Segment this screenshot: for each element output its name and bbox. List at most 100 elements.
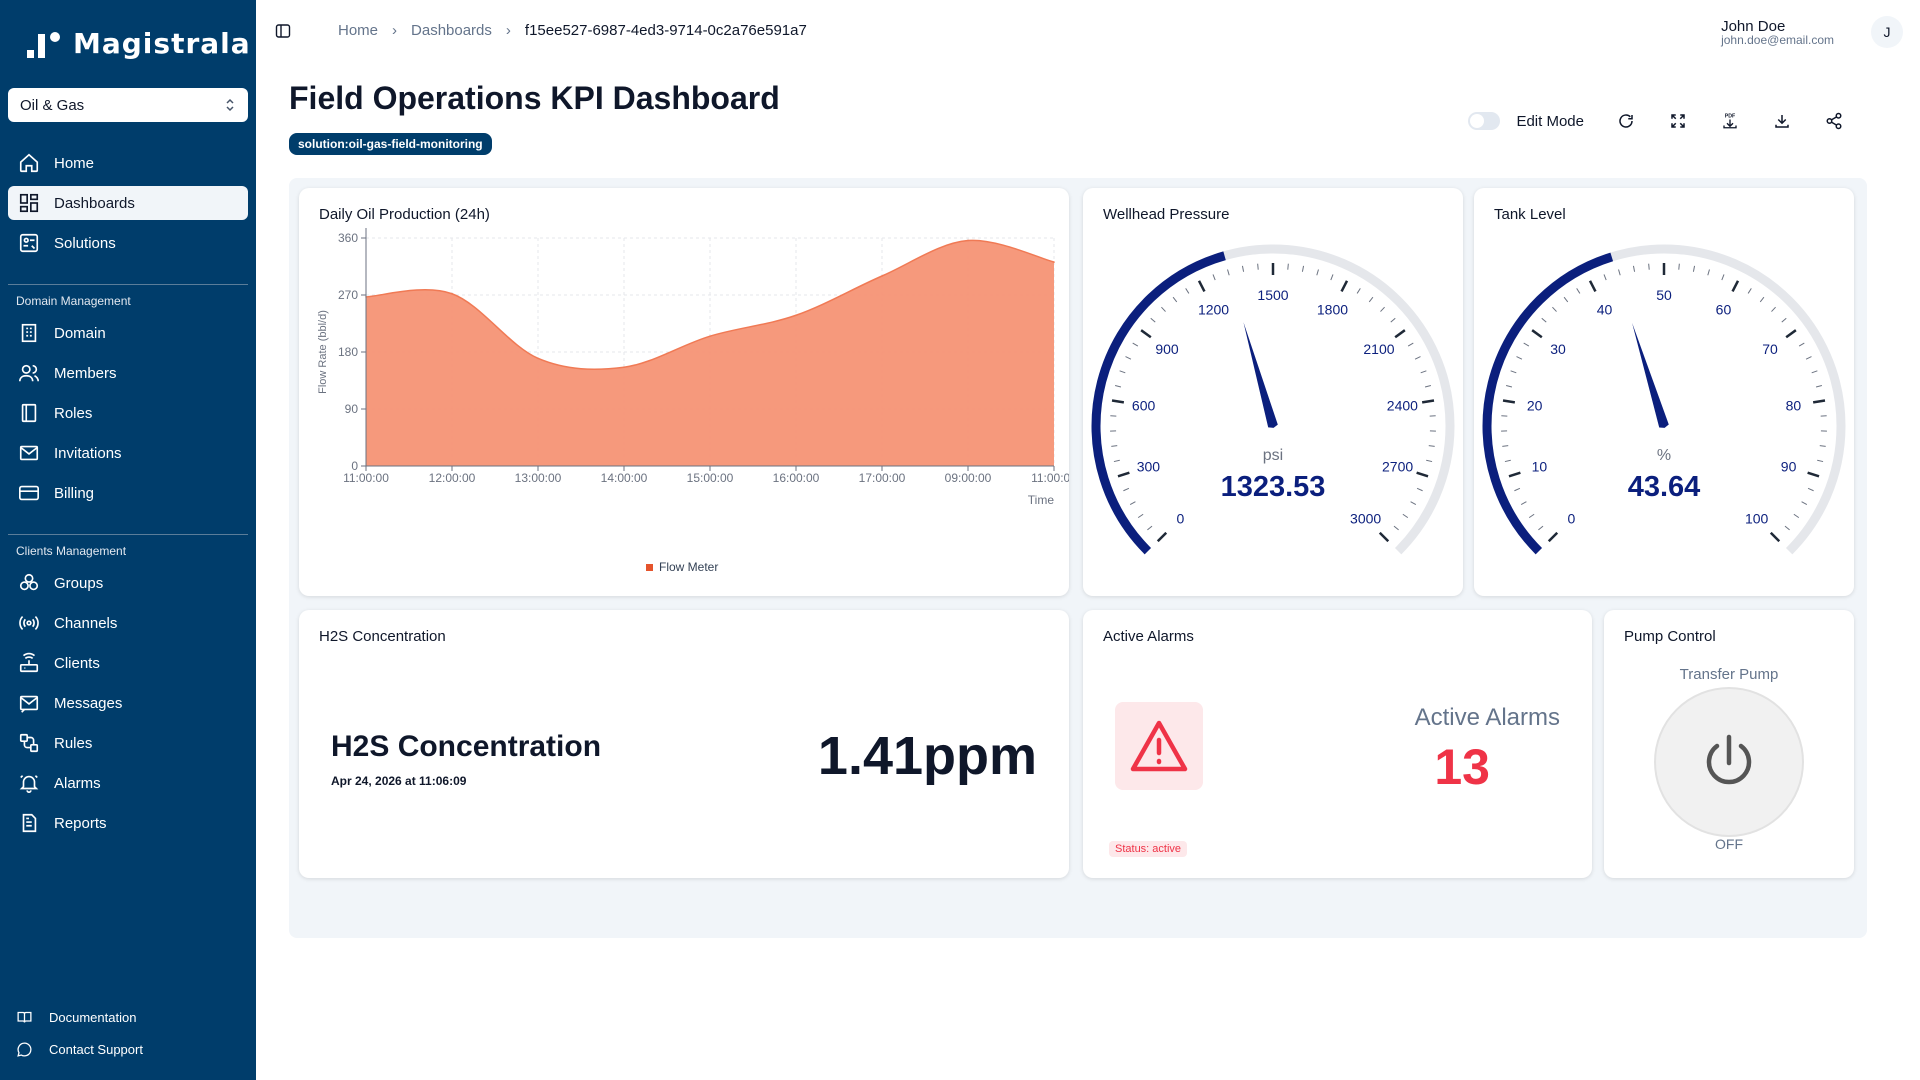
x-tick-label: 12:00:00 [429, 471, 476, 485]
gauge-tick-label: 2700 [1382, 458, 1413, 474]
wellhead-pressure-widget[interactable]: Wellhead Pressure 0 300 600 900 1200 1500 1800… [1083, 188, 1463, 596]
sidebar-item-messages[interactable]: Messages [8, 686, 248, 720]
clients-icon [19, 652, 39, 673]
tank-level-widget[interactable]: Tank Level 0 10 20 30 40 50 60 70 80 90 100% 43.64 [1474, 188, 1854, 596]
y-tick-label: 270 [338, 288, 358, 302]
gauge-tick-label: 50 [1656, 287, 1672, 303]
roles-icon [21, 403, 37, 423]
edit-mode-toggle[interactable] [1468, 112, 1501, 130]
sidebar-documentation-link[interactable]: Documentation [16, 1009, 136, 1026]
sidebar-item-label: Channels [54, 614, 118, 632]
sidebar-item-billing[interactable]: Billing [8, 476, 248, 510]
app-logo[interactable]: Magistrala [27, 27, 251, 60]
chat-icon [17, 1042, 32, 1057]
minor-tick [1227, 269, 1230, 276]
breadcrumb-current: f15ee527-6987-4ed3-9714-0c2a76e591a7 [524, 22, 807, 39]
minor-tick [1147, 525, 1153, 531]
breadcrumb-home[interactable]: Home [338, 22, 379, 39]
major-tick [1812, 399, 1826, 404]
minor-tick [1516, 356, 1523, 360]
sidebar-item-roles[interactable]: Roles [8, 396, 248, 430]
sidebar-item-invitations[interactable]: Invitations [8, 436, 248, 470]
minor-tick [1523, 342, 1530, 347]
h2s-value: 1.41ppm [817, 726, 1037, 786]
y-tick-label: 90 [345, 402, 359, 416]
sidebar-item-solutions[interactable]: Solutions [8, 226, 248, 260]
fullscreen-button[interactable] [1652, 108, 1704, 134]
chevron-right-icon: › [392, 22, 398, 39]
minor-tick [1552, 306, 1557, 312]
status-badge: Status: active [1109, 841, 1188, 857]
minor-tick [1420, 370, 1427, 374]
share-icon [1826, 112, 1842, 130]
rules-icon [19, 733, 39, 753]
download-button[interactable] [1756, 108, 1808, 134]
gauge-tick-label: 1800 [1317, 301, 1348, 317]
minor-tick [1514, 487, 1521, 492]
minor-tick [1393, 525, 1399, 531]
minor-tick [1538, 525, 1544, 531]
active-alarms-label: Active Alarms [1414, 704, 1560, 731]
domain-selector[interactable]: Oil & Gas [8, 88, 248, 122]
gauge-tick-label: 80 [1786, 398, 1802, 414]
sidebar-item-groups[interactable]: Groups [8, 566, 248, 600]
sidebar-item-domain[interactable]: Domain [8, 316, 248, 350]
widget-title: Daily Oil Production (24h) [319, 206, 490, 223]
gauge-tick-label: 2400 [1387, 398, 1418, 414]
gauge-needle [1243, 322, 1278, 428]
minor-tick [1648, 263, 1650, 270]
h2s-concentration-widget[interactable]: H2S Concentration H2S Concentration Apr … [299, 610, 1069, 878]
active-alarms-widget[interactable]: Active Alarms Active Alarms 13 Status: a… [1083, 610, 1592, 878]
minor-tick [1212, 274, 1216, 281]
x-tick-label: 16:00:00 [773, 471, 820, 485]
minor-tick [1819, 445, 1826, 447]
minor-tick [1114, 384, 1122, 388]
pump-state: OFF [1715, 836, 1743, 852]
sidebar-item-label: Invitations [54, 444, 122, 462]
dashboard-toolbar: Edit Mode PDF [1468, 108, 1860, 134]
sidebar-item-channels[interactable]: Channels [8, 606, 248, 640]
share-button[interactable] [1808, 108, 1860, 134]
major-tick [1340, 280, 1349, 293]
sidebar-item-reports[interactable]: Reports [8, 806, 248, 840]
production-chart-widget[interactable]: Daily Oil Production (24h) 0 90 180 270 360 1… [299, 188, 1069, 596]
sidebar-toggle-icon[interactable] [275, 23, 291, 39]
widget-title: H2S Concentration [319, 628, 446, 645]
avatar[interactable]: J [1871, 16, 1903, 48]
sidebar-contact-support-link[interactable]: Contact Support [16, 1041, 143, 1058]
minor-tick [1185, 288, 1190, 294]
gauge-value: 1323.53 [1221, 471, 1326, 503]
gauge-tick-label: 100 [1745, 511, 1769, 527]
gauge-unit: % [1657, 447, 1671, 464]
minor-tick [1784, 525, 1790, 531]
minor-tick [1747, 288, 1752, 294]
sidebar-item-rules[interactable]: Rules [8, 726, 248, 760]
pump-power-button[interactable] [1654, 687, 1804, 837]
flow-meter-area [366, 240, 1054, 466]
minor-tick [1707, 269, 1710, 276]
sidebar-item-home[interactable]: Home [8, 146, 248, 180]
minor-tick [1426, 459, 1433, 463]
sidebar-item-alarms[interactable]: Alarms [8, 766, 248, 800]
minor-tick [1771, 306, 1776, 312]
pdf-export-button[interactable]: PDF [1704, 108, 1756, 134]
sidebar-item-clients[interactable]: Clients [8, 646, 248, 680]
tank-level-gauge: 0 10 20 30 40 50 60 70 80 90 100% 43.64 [1482, 244, 1846, 555]
pump-control-widget[interactable]: Pump Control Transfer Pump OFF [1604, 610, 1854, 878]
refresh-button[interactable] [1600, 108, 1652, 134]
data-point [709, 335, 711, 337]
minor-tick [1410, 501, 1417, 505]
breadcrumb-dashboards[interactable]: Dashboards [411, 22, 492, 39]
y-tick-label: 0 [351, 459, 358, 473]
major-tick [1502, 399, 1516, 404]
y-tick-label: 360 [338, 231, 358, 245]
sidebar-item-dashboards[interactable]: Dashboards [8, 186, 248, 220]
power-icon [1706, 734, 1752, 785]
sidebar-item-label: Groups [54, 574, 104, 592]
sidebar-item-members[interactable]: Members [8, 356, 248, 390]
reports-icon [22, 813, 37, 833]
legend-swatch [646, 564, 653, 571]
minor-tick [1161, 306, 1166, 312]
user-info[interactable]: John Doe john.doe@email.com [1721, 18, 1834, 47]
app-name: Magistrala [73, 27, 251, 60]
